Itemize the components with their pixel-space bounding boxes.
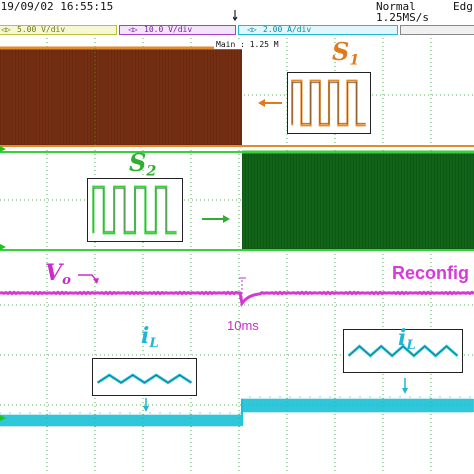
coupling-icon: ◁▷ xyxy=(1,25,11,34)
il-left-arrow-icon xyxy=(143,398,149,412)
channel-1-setting[interactable]: ◁▷ 5.00 V/div xyxy=(0,25,117,35)
s2-trace xyxy=(0,150,474,251)
channel-2-setting[interactable]: ◁▷ 10.0 V/div xyxy=(119,25,236,35)
event-time-label: 10ms xyxy=(227,318,259,333)
vo-trace xyxy=(0,290,474,307)
vo-arrow-icon xyxy=(78,274,99,284)
il-band-before xyxy=(0,415,242,426)
channel-1-scale: 5.00 V/div xyxy=(17,25,66,34)
vo-label: Vo xyxy=(45,260,71,288)
il-left-label: iL xyxy=(141,323,159,351)
coupling-icon: ◁▷ xyxy=(128,25,138,34)
s1-band-left xyxy=(0,48,242,146)
trigger-marker xyxy=(239,277,246,304)
date-time: 019/09/02 16:55:15 xyxy=(0,0,114,13)
trigger-type: Edg xyxy=(453,0,473,13)
channel-2-scale: 10.0 V/div xyxy=(144,25,193,34)
s1-arrow-icon xyxy=(258,99,282,107)
s1-zoom-inset xyxy=(287,72,371,134)
channel-settings-bar: ◁▷ 5.00 V/div ◁▷ 10.0 V/div ◁▷ 2.00 A/di… xyxy=(0,25,474,36)
s2-label: S2 xyxy=(129,148,157,180)
il-right-zoom-inset xyxy=(343,329,463,373)
il-left-zoom-inset xyxy=(92,358,197,396)
coupling-icon: ◁▷ xyxy=(247,25,257,34)
il-right-label: iL xyxy=(398,325,416,353)
acquisition-mode: Normal xyxy=(376,0,416,13)
il-right-arrow-icon xyxy=(402,378,408,394)
s1-trace xyxy=(0,46,474,147)
trigger-position-icon xyxy=(233,10,238,22)
reconfig-label: Reconfig xyxy=(392,263,470,283)
channel-4-setting[interactable] xyxy=(400,25,474,35)
channel-ground-markers xyxy=(0,146,6,421)
s1-label: S1 xyxy=(332,37,360,69)
channel-3-setting[interactable]: ◁▷ 2.00 A/div xyxy=(238,25,398,35)
channel-3-scale: 2.00 A/div xyxy=(263,25,312,34)
s2-zoom-inset xyxy=(87,178,183,242)
status-bar: 019/09/02 16:55:15 Normal 1.25MS/s Edg xyxy=(0,0,474,26)
s2-arrow-icon xyxy=(202,215,230,223)
timebase-readout: Main : 1.25 M xyxy=(214,40,281,49)
il-trace xyxy=(0,396,474,427)
sample-rate: 1.25MS/s xyxy=(376,11,429,24)
